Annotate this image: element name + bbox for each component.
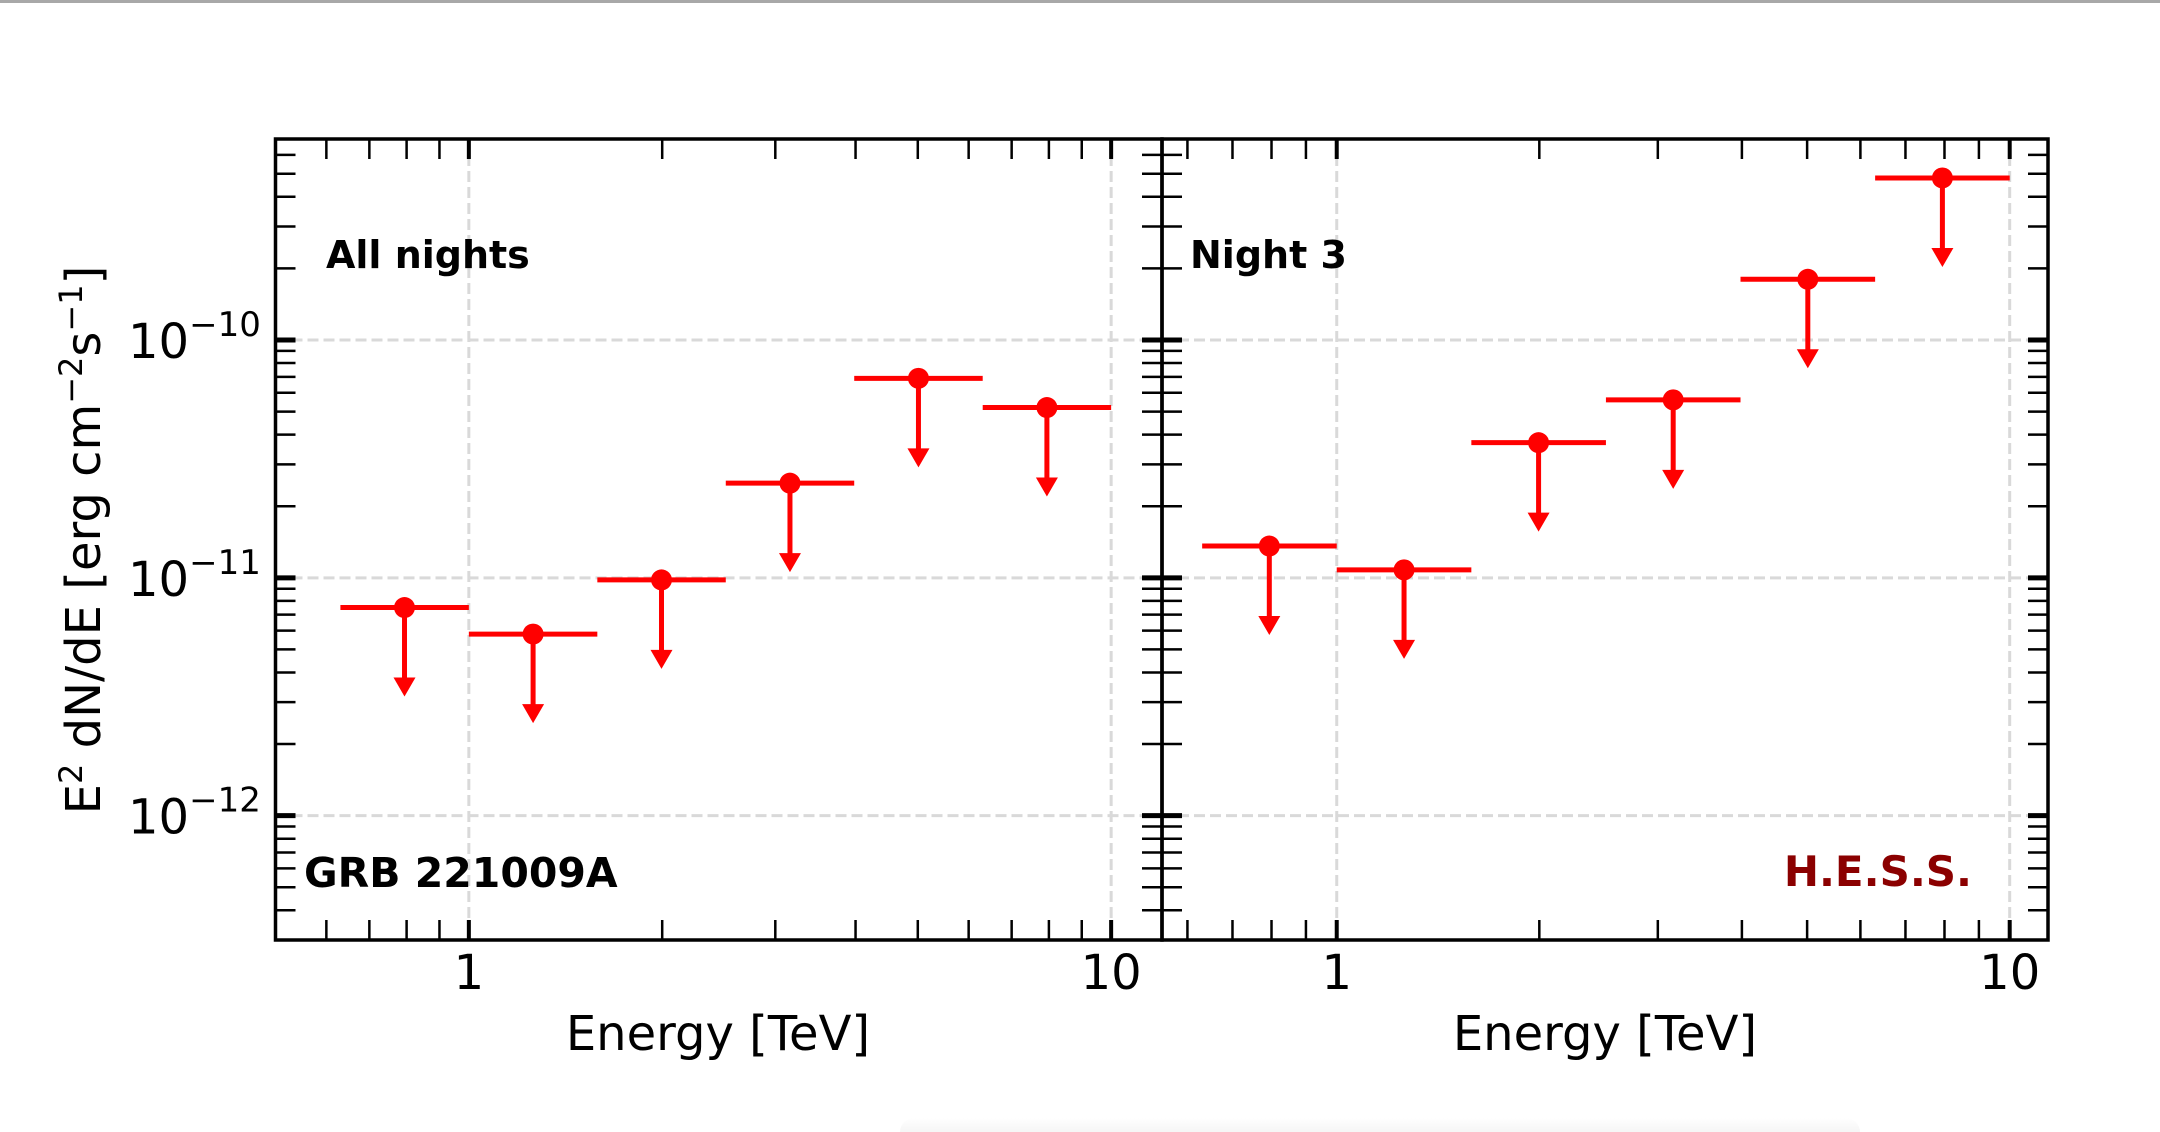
upper-limit-point: [982, 397, 1112, 497]
y-tick-base: 10: [128, 314, 189, 370]
y-tick-label: 10−12: [128, 781, 261, 846]
marks-right: [1202, 167, 2010, 659]
upper-limit-point: [340, 597, 469, 697]
upper-limit-point: [1336, 559, 1472, 659]
data-marker: [1797, 268, 1819, 290]
x-tick-label: 10: [1081, 945, 1142, 1001]
ticks-left: [274, 139, 1162, 942]
down-arrow-icon: [393, 677, 416, 697]
panel-all-nights: All nights GRB 221009A Energy [TeV]: [273, 137, 1164, 1062]
down-arrow-icon: [1931, 247, 1954, 267]
down-arrow-icon: [1796, 349, 1819, 369]
data-marker: [1931, 167, 1953, 189]
grid-right: [1162, 139, 2048, 940]
annotation-all-nights: All nights: [326, 233, 530, 277]
data-marker: [651, 569, 673, 591]
upper-limit-point: [854, 367, 983, 468]
down-arrow-icon: [1527, 512, 1550, 532]
axes-frame-right: [1160, 137, 2050, 942]
down-arrow-icon: [1035, 477, 1058, 497]
x-axis-label-right: Energy [TeV]: [1453, 1006, 1757, 1062]
window-top-border: [0, 0, 2160, 3]
y-tick-label: 10−10: [128, 305, 261, 370]
y-tick-exponent: −12: [189, 781, 261, 821]
y-tick-base: 10: [128, 552, 189, 608]
x-tick-label: 1: [454, 945, 485, 1001]
x-axis-label-left: Energy [TeV]: [566, 1006, 870, 1062]
marks-left: [340, 367, 1112, 724]
x-tick-label: 1: [1321, 945, 1352, 1001]
y-tick-exponent: −10: [189, 305, 261, 345]
ticks-right: [1162, 139, 2048, 942]
down-arrow-icon: [1662, 469, 1685, 489]
y-label-mid: dN/dE [erg cm: [56, 404, 112, 764]
data-marker: [1528, 432, 1550, 454]
upper-limit-point: [1740, 268, 1876, 369]
down-arrow-icon: [907, 448, 930, 468]
panel-night-3: Night 3 H.E.S.S. Energy [TeV]: [1160, 137, 2050, 1062]
data-marker: [1036, 397, 1058, 419]
y-label-end: ]: [56, 266, 112, 285]
y-label-e-exp: 2: [52, 764, 90, 784]
upper-limit-point: [1471, 432, 1606, 532]
upper-limit-point: [1202, 535, 1337, 636]
data-marker: [522, 623, 544, 645]
down-arrow-icon: [778, 553, 801, 573]
y-tick-exponent: −11: [189, 543, 261, 583]
y-label-s-exp: −1: [52, 284, 90, 331]
upper-limit-point: [1875, 167, 2010, 267]
y-axis-label: E2 dN/dE [erg cm−2s−1]: [52, 266, 112, 815]
data-marker: [1258, 535, 1280, 557]
down-arrow-icon: [1393, 639, 1416, 659]
grid-left: [275, 139, 1162, 940]
upper-limit-point: [597, 569, 726, 669]
hess-logo-text: H.E.S.S.: [1784, 847, 1972, 896]
down-arrow-icon: [650, 649, 673, 669]
data-marker: [1393, 559, 1415, 581]
data-marker: [779, 472, 801, 494]
y-tick-base: 10: [128, 790, 189, 846]
data-marker: [1662, 389, 1684, 411]
bottom-shadow: [900, 1118, 1860, 1132]
y-label-s: s: [56, 332, 112, 357]
upper-limit-point: [468, 623, 598, 724]
y-label-e: E: [56, 784, 112, 814]
x-tick-labels: 1 10 1 10: [454, 945, 2041, 1001]
down-arrow-icon: [522, 704, 545, 724]
y-tick-label: 10−11: [128, 543, 261, 608]
upper-limit-point: [725, 472, 855, 573]
source-label-grb: GRB 221009A: [304, 849, 618, 897]
x-tick-label: 10: [1979, 945, 2040, 1001]
down-arrow-icon: [1258, 616, 1281, 636]
data-marker: [394, 597, 416, 619]
upper-limit-point: [1605, 389, 1741, 489]
annotation-night-3: Night 3: [1190, 233, 1347, 277]
y-label-cm-exp: −2: [52, 357, 90, 404]
data-marker: [907, 367, 929, 389]
